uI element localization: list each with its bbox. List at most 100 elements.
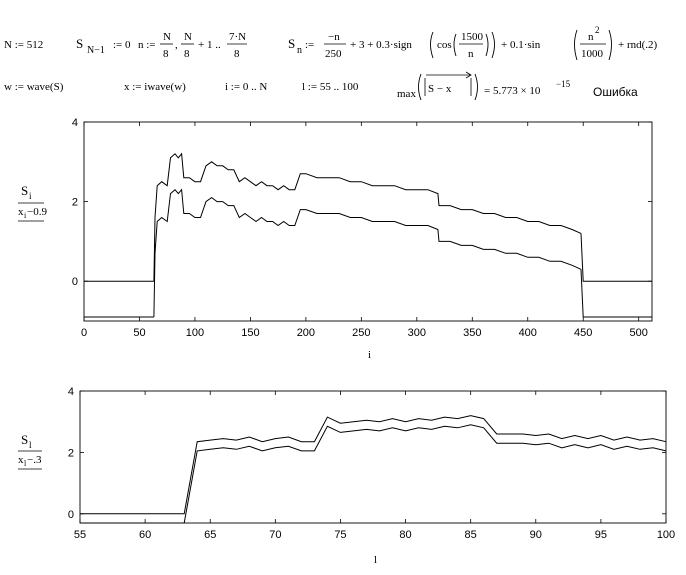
def-n-lhs[interactable]: n := [138,39,156,51]
def-SN1-symbol[interactable]: S [76,36,83,51]
x-tick-label-9: 450 [574,327,592,339]
x-tick-label-2: 100 [186,327,204,339]
sn-plus3: + 3 + 0.3·sign [350,39,412,51]
def-x[interactable]: x := iwave(w) [124,81,186,93]
series-0-line-2 [580,233,652,282]
def-N[interactable]: N := 512 [4,39,43,51]
cos-paren-left [453,33,457,57]
series-0-line-1 [153,152,582,282]
x-tick-label-6: 85 [465,529,477,541]
max-result: = 5.773 × 10 [484,85,541,97]
ylabel-x: x [18,206,24,218]
sign-paren-left [430,31,434,59]
x-tick-label-5: 250 [352,327,370,339]
y-axis-legend: S i x i −0.9 [18,183,47,222]
range-frac1-num: N [163,31,171,43]
def-l[interactable]: l := 55 .. 100 [302,81,359,93]
x-axis-label: l [374,554,377,566]
formula-row-1: N := 512 S N−1 := 0 n := N 8 , N 8 + 1 .… [4,25,658,61]
x-tick-label-8: 95 [595,529,607,541]
x-tick-label-8: 400 [519,327,537,339]
plot-S-vs-l[interactable]: S l x l −.3 0 2 4 55 60 65 70 75 80 85 90 95 100 l [18,386,675,566]
ylabel-x-suffix: −0.9 [27,206,47,218]
x-tick-label-0: 55 [74,529,86,541]
sign-paren-right [491,31,495,59]
ylabel-S: S [21,183,28,198]
range-frac3-num: 7·N [229,31,246,43]
ylabel-S: S [21,432,28,447]
x-tick-label-10: 500 [630,327,648,339]
x-tick-label-7: 90 [530,529,542,541]
ylabel-S-sub: i [29,191,32,201]
ylabel-x-sub: l [24,459,27,468]
x-tick-label-0: 0 [81,327,87,339]
series-1-line-1 [153,188,582,318]
x-axis-label: i [368,349,371,361]
x-tick-label-1: 50 [133,327,145,339]
y-tick-label-0: 0 [72,276,78,288]
y-tick-label-0: 0 [68,509,74,521]
series-1-line-0 [80,424,667,524]
series-1-line-2 [580,269,652,318]
max-label: max [397,88,416,100]
range-frac2-num: N [184,31,192,43]
ylabel-S-sub: l [29,440,32,450]
y-ticks: 0 2 4 [68,386,666,521]
cos-num: 1500 [461,31,484,43]
max-paren-right [474,73,478,101]
x-tick-label-5: 80 [399,529,411,541]
x-tick-label-6: 300 [408,327,426,339]
plot-S-vs-i[interactable]: S i x i −0.9 0 2 4 0 50 100 150 200 250 300 350 40… [18,117,653,361]
series-traces [84,152,652,318]
x-tick-label-2: 65 [204,529,216,541]
x-tick-label-9: 100 [657,529,675,541]
x-tick-label-7: 350 [463,327,481,339]
y-tick-label-1: 2 [72,197,78,209]
x-tick-label-3: 70 [269,529,281,541]
x-ticks: 0 50 100 150 200 250 300 350 400 450 500 [81,122,648,339]
ylabel-x-sub: i [24,211,27,220]
sin-num-exp: 2 [595,25,600,35]
x-tick-label-1: 60 [139,529,151,541]
sin-den: 1000 [581,48,604,60]
sn-plus01: + 0.1·sin [501,39,541,51]
range-frac3-den: 8 [234,48,240,60]
def-Sn-assign: := [305,39,314,51]
def-w[interactable]: w := wave(S) [4,81,64,93]
x-tick-label-3: 150 [241,327,259,339]
cos-paren-right [485,33,489,57]
range-comma: , [175,39,178,51]
sn-cos: cos [437,39,452,51]
plot-frame [83,121,653,322]
ylabel-x-suffix: −.3 [27,454,42,466]
sn-frac-den: 250 [325,48,342,60]
range-plus: + 1 .. [198,39,221,51]
def-SN1-rhs: := 0 [113,39,131,51]
max-arg: S − x [428,83,452,95]
max-result-exp: −15 [556,79,571,89]
vector-arrow-head [465,71,472,79]
x-tick-label-4: 75 [334,529,346,541]
formula-row-2: w := wave(S) x := iwave(w) i := 0 .. N l… [4,71,638,101]
ylabel-x: x [18,454,24,466]
series-traces [80,415,667,524]
sin-paren-left [574,29,578,61]
x-tick-label-4: 200 [297,327,315,339]
def-Sn-sub: n [297,45,302,56]
y-tick-label-2: 4 [68,386,74,398]
def-i[interactable]: i := 0 .. N [225,81,267,93]
series-0-line-0 [80,415,667,515]
def-Sn-symbol[interactable]: S [288,36,295,51]
sin-num-n: n [588,31,594,43]
range-frac1-den: 8 [163,48,169,60]
max-paren-left [418,73,422,101]
plot-frame [79,390,667,524]
y-axis-legend: S l x l −.3 [18,432,42,470]
y-tick-label-2: 4 [72,117,78,129]
def-SN1-sub: N−1 [87,45,105,56]
cos-den: n [468,48,474,60]
error-label: Ошибка [593,85,638,99]
sin-paren-right [608,29,612,61]
x-ticks: 55 60 65 70 75 80 85 90 95 100 [74,391,675,541]
